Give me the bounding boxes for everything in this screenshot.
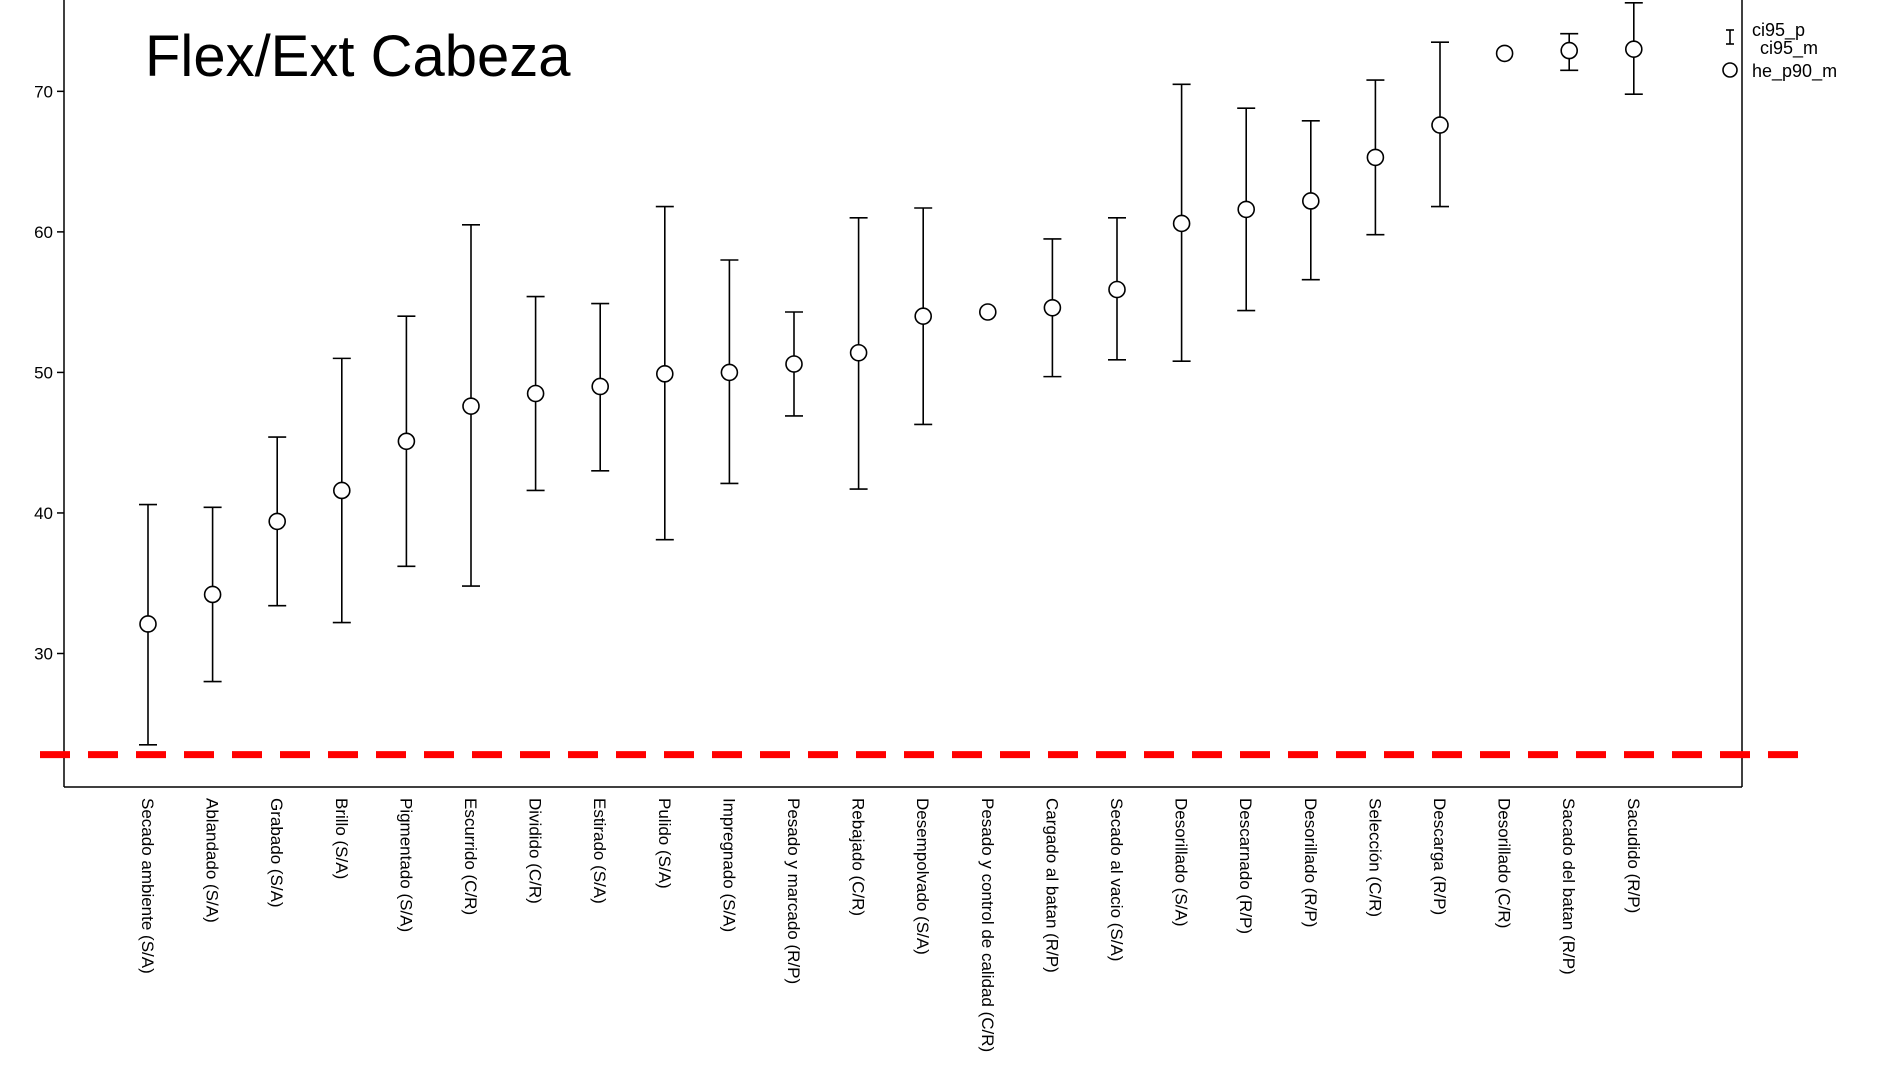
mean-point [462,397,480,415]
y-tick-label: 60 [34,223,53,242]
category-label: Cargado al batan (R/P) [1042,798,1061,973]
category-label: Desempolvado (S/A) [913,798,932,955]
mean-point [1366,148,1385,167]
category-label: Descarga (R/P) [1430,798,1449,915]
category-label: Secado ambiente (S/A) [138,798,157,974]
category-labels: Secado ambiente (S/A) Ablandado (S/A) Grab… [138,798,1643,1052]
mean-point [1043,298,1062,317]
mean-point [332,481,351,500]
mean-point [397,432,416,451]
category-label: Descarnado (R/P) [1236,798,1255,934]
mean-point [591,377,610,396]
category-label: Estirado (S/A) [590,798,609,904]
mean-point [655,365,674,383]
category-label: Pulido (S/A) [655,798,674,889]
category-label: Pesado y control de calidad (C/R) [978,798,997,1052]
mean-point [203,585,222,604]
mean-point [914,307,933,326]
mean-point [849,343,868,362]
category-label: Sacudido (R/P) [1624,798,1643,913]
category-label: Pigmentado (S/A) [396,798,415,932]
category-label: Secado al vacio (S/A) [1107,798,1126,961]
mean-point [1302,192,1320,210]
mean-point [978,303,997,321]
category-label: Desorillado (S/A) [1172,798,1191,927]
category-label: Brillo (S/A) [332,798,351,879]
mean-point [720,363,739,382]
mean-point [1108,280,1126,299]
mean-point [526,384,545,403]
category-label: Desorillado (R/P) [1301,798,1320,927]
mean-point [1172,214,1191,233]
mean-point [1560,41,1578,60]
category-label: Selección (C/R) [1365,798,1384,917]
mean-point [1431,116,1449,134]
y-tick-label: 70 [34,82,53,101]
category-label: Impregnado (S/A) [719,798,738,932]
mean-point [1625,40,1643,58]
mean-point [139,615,157,633]
y-tick-label: 30 [34,644,53,663]
category-label: Grabado (S/A) [267,798,286,908]
category-label: Ablandado (S/A) [203,798,222,923]
mean-point [1495,44,1514,63]
category-label: Desorillado (C/R) [1495,798,1514,928]
chart-marks [139,2,1643,746]
mean-point [1237,200,1255,219]
category-label: Pesado y marcado (R/P) [784,798,803,984]
category-label: Rebajado (C/R) [849,798,868,916]
mean-point [785,355,803,373]
chart-title: Flex/Ext Cabeza [145,24,571,89]
category-label: Escurrido (C/R) [461,798,480,915]
mean-point [268,512,287,531]
legend-label-ci95-m: ci95_m [1760,38,1818,59]
legend-label-he-p90-m: he_p90_m [1752,61,1837,82]
category-label: Dividido (C/R) [526,798,545,904]
axes: 30 40 50 60 70 [34,0,1808,788]
legend-circle-symbol [1722,62,1738,78]
category-label: Sacado del batan (R/P) [1559,798,1578,975]
y-tick-label: 40 [34,504,53,523]
legend-label-ci95-p: ci95_p [1752,20,1805,41]
y-tick-label: 50 [34,363,53,382]
